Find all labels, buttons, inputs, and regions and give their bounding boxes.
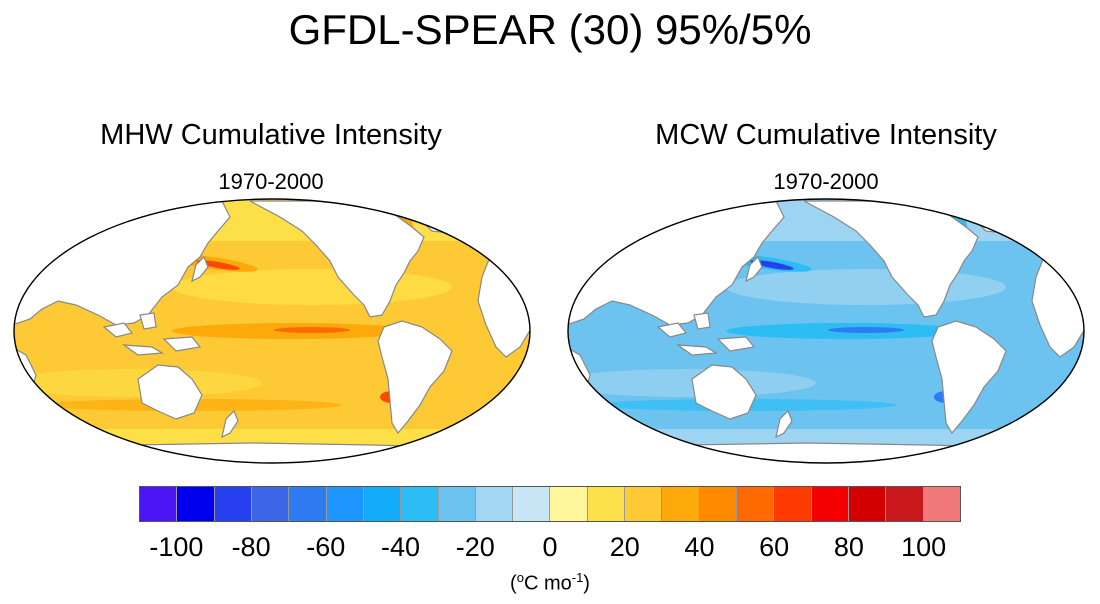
colorbar-box <box>811 487 849 521</box>
colorbar-box <box>625 487 663 521</box>
colorbar-box <box>923 487 960 521</box>
colorbar <box>139 486 961 522</box>
colorbar-tick-label: -80 <box>231 532 271 562</box>
colorbar-box <box>326 487 364 521</box>
colorbar-box <box>662 487 700 521</box>
colorbar-units: (oC mo-1) <box>510 570 590 595</box>
colorbar-tick-label: -100 <box>149 532 204 562</box>
colorbar-tick-label: 60 <box>759 532 790 562</box>
mcw-panel-title: MCW Cumulative Intensity <box>655 119 997 151</box>
colorbar-box <box>848 487 887 521</box>
colorbar-box <box>401 487 439 521</box>
colorbar-box <box>774 487 812 521</box>
colorbar-box <box>737 487 775 521</box>
colorbar-tick-label: -20 <box>455 532 495 562</box>
colorbar-tick-label: -60 <box>306 532 346 562</box>
colorbar-tick-label: -40 <box>381 532 421 562</box>
colorbar-tick-label: 40 <box>684 532 715 562</box>
colorbar-box <box>251 487 290 521</box>
mcw-panel-period: 1970-2000 <box>773 169 879 194</box>
mhw-panel-period: 1970-2000 <box>218 169 324 194</box>
colorbar-box <box>438 487 476 521</box>
kuroshio-coldspot <box>750 260 794 270</box>
colorbar-box <box>699 487 737 521</box>
mcw-map <box>567 198 1085 464</box>
colorbar-box <box>886 487 924 521</box>
colorbar-box <box>550 487 588 521</box>
mhw-map <box>13 198 531 464</box>
colorbar-box <box>289 487 327 521</box>
kuroshio-hotspot <box>196 260 240 270</box>
colorbar-tick-label: 80 <box>833 532 864 562</box>
main-title: GFDL-SPEAR (30) 95%/5% <box>288 6 812 53</box>
colorbar-box <box>140 487 178 521</box>
colorbar-box <box>177 487 215 521</box>
colorbar-tick-label: 0 <box>542 532 558 562</box>
colorbar-box <box>214 487 252 521</box>
mhw-panel-title: MHW Cumulative Intensity <box>100 119 442 151</box>
colorbar-box <box>475 487 514 521</box>
colorbar-tick-label: 100 <box>901 532 947 562</box>
colorbar-box <box>363 487 402 521</box>
colorbar-box <box>513 487 551 521</box>
colorbar-tick-label: 20 <box>609 532 640 562</box>
colorbar-box <box>587 487 626 521</box>
